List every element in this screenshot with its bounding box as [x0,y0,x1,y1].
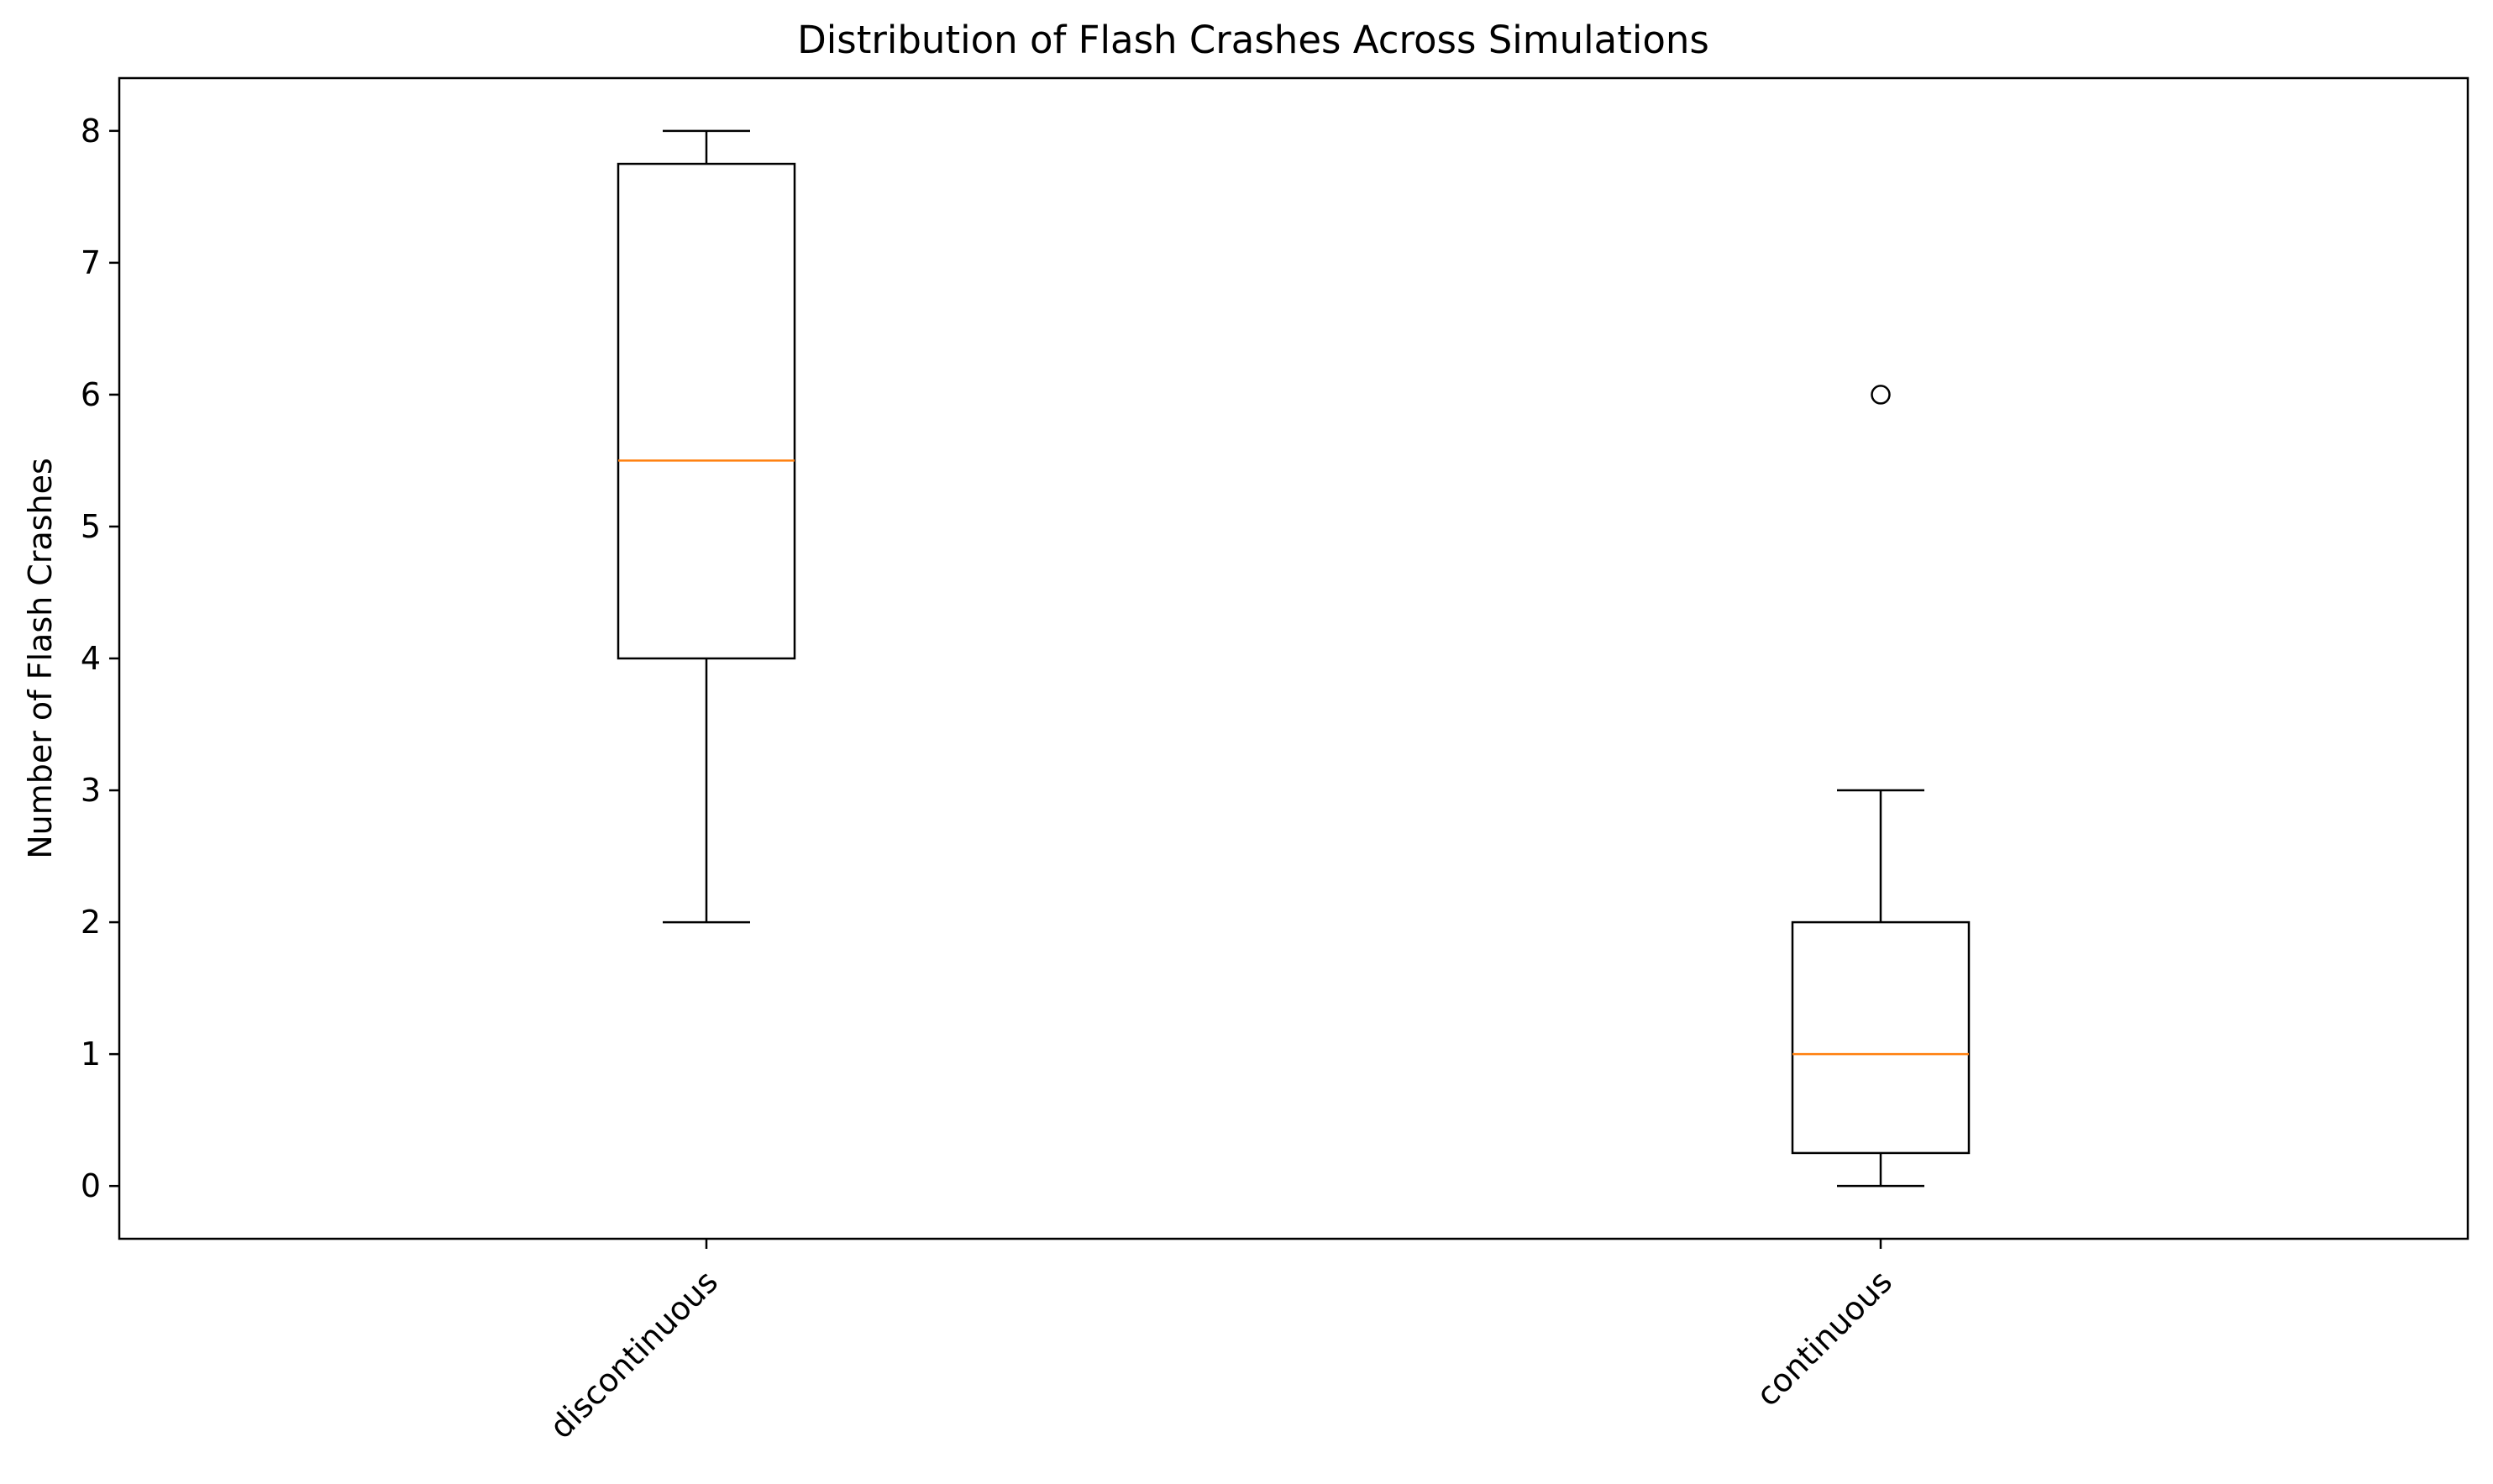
y-tick-label: 6 [81,376,101,413]
iqr-box [1791,920,1971,1155]
box-discontinuous [617,129,796,924]
y-tick-label: 5 [81,508,101,545]
chart-title: Distribution of Flash Crashes Across Sim… [797,18,1709,62]
y-axis-ticks: 0 1 2 3 4 5 6 7 8 [81,113,119,1204]
y-tick-label: 8 [81,113,101,149]
outlier-point [1871,385,1891,405]
y-tick-label: 0 [81,1167,101,1204]
box-plots [617,129,1971,1188]
y-tick-label: 2 [81,904,101,941]
iqr-box [617,162,796,660]
y-tick-label: 4 [81,640,101,677]
box-continuous [1791,385,1971,1188]
y-tick-label: 7 [81,244,101,281]
y-tick-label: 3 [81,772,101,809]
plot-frame [118,76,2469,1240]
y-axis-label: Number of Flash Crashes [22,458,59,859]
y-tick-label: 1 [81,1036,101,1072]
